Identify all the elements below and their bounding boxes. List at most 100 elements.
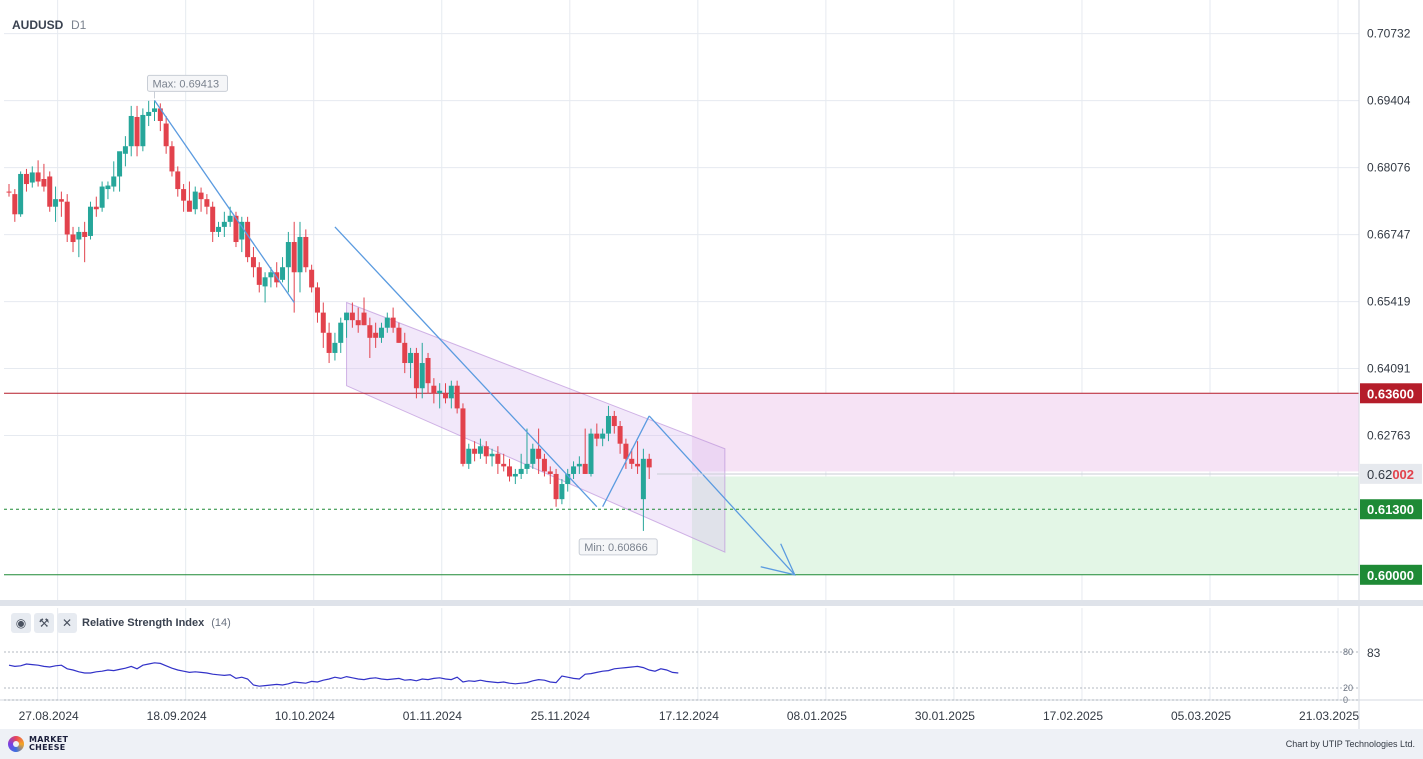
- candle-body: [512, 473, 518, 477]
- price-chart[interactable]: 0.70732 0.69404 0.68076 0.66747 0.65419 0.640…: [0, 0, 1423, 729]
- candle: [99, 181, 105, 212]
- candle-body: [571, 466, 577, 474]
- candle: [122, 136, 128, 167]
- candle-body: [163, 123, 169, 147]
- candle: [285, 231, 291, 293]
- candle: [140, 108, 146, 152]
- price-tag-current-label: 0.62002: [1367, 467, 1414, 482]
- candle: [367, 317, 373, 358]
- candle: [501, 453, 507, 472]
- candle-body: [47, 176, 53, 207]
- x-tick-label: 08.01.2025: [787, 709, 847, 723]
- candle-body: [547, 471, 553, 474]
- candle: [35, 160, 41, 187]
- candle: [361, 297, 367, 326]
- candle: [105, 181, 111, 200]
- candle: [425, 352, 431, 394]
- candle-body: [93, 206, 99, 210]
- min-annotation: Min: 0.60866: [584, 542, 648, 554]
- x-tick-label: 25.11.2024: [531, 709, 590, 723]
- x-tick-label: 17.12.2024: [659, 709, 719, 723]
- rsi-indicator-name: Relative Strength Index: [82, 617, 205, 629]
- max-annotation: Max: 0.69413: [153, 78, 220, 90]
- price-tag-label: 0.61300: [1367, 502, 1414, 517]
- candle-body: [594, 433, 600, 439]
- candle-body: [646, 458, 652, 468]
- candle: [373, 322, 379, 348]
- y-tick-label: 0.62763: [1367, 428, 1411, 442]
- candle-body: [483, 446, 489, 457]
- brand-logo-icon: [8, 736, 24, 752]
- x-tick-label: 17.02.2025: [1043, 709, 1103, 723]
- rsi-level-label: 20: [1343, 683, 1353, 693]
- candle-body: [256, 267, 262, 285]
- candle: [332, 332, 338, 361]
- candle: [18, 171, 24, 217]
- candle: [82, 221, 88, 263]
- candle: [640, 448, 646, 531]
- candle: [390, 307, 396, 333]
- candle-body: [122, 146, 128, 154]
- candle: [646, 453, 652, 479]
- max-annotation-box: [147, 74, 228, 92]
- close-icon[interactable]: ✕: [57, 613, 77, 633]
- candle: [309, 264, 315, 293]
- candle-body: [541, 458, 547, 472]
- x-tick-label: 30.01.2025: [915, 709, 975, 723]
- candle-body: [285, 242, 291, 268]
- rsi-current-value: 83: [1367, 646, 1381, 660]
- candle: [163, 115, 169, 154]
- candle-body: [268, 272, 274, 278]
- candle: [47, 171, 53, 212]
- candle-body: [373, 332, 379, 338]
- candle: [559, 478, 565, 505]
- candle: [291, 221, 297, 313]
- rsi-toolbar: ◉ ⚒ ✕ Relative Strength Index (14): [11, 613, 231, 633]
- candle-body: [117, 151, 123, 177]
- candle: [565, 468, 571, 492]
- candle: [192, 186, 198, 215]
- candle-body: [605, 415, 611, 434]
- candle-body: [280, 267, 286, 280]
- wrench-icon[interactable]: ⚒: [34, 613, 54, 633]
- candle: [431, 378, 437, 404]
- candle: [41, 163, 47, 192]
- candle: [76, 226, 82, 258]
- candle: [93, 196, 99, 217]
- candle-body: [443, 393, 448, 399]
- brand-logo-line-2: CHEESE: [29, 743, 66, 752]
- candle-body: [617, 426, 623, 444]
- footer-bar: MARKET CHEESE Chart by UTIP Technologies…: [0, 729, 1423, 759]
- candle: [396, 322, 402, 343]
- candle-body: [29, 172, 35, 183]
- candle: [245, 216, 251, 263]
- candle: [233, 211, 239, 248]
- candle: [23, 168, 29, 192]
- candle-body: [367, 325, 373, 338]
- candle-body: [477, 446, 483, 454]
- candle: [53, 186, 59, 222]
- candle: [477, 438, 483, 459]
- candle-body: [495, 453, 501, 464]
- min-annotation-box: [578, 538, 658, 556]
- candle-body: [99, 186, 105, 208]
- candle-body: [600, 433, 606, 439]
- candle-body: [221, 221, 227, 227]
- candle: [547, 466, 553, 485]
- candle: [262, 272, 268, 303]
- candle-body: [507, 466, 513, 477]
- trend-line: [648, 415, 796, 576]
- price-tag: [1360, 564, 1422, 585]
- eye-icon[interactable]: ◉: [11, 613, 31, 633]
- candle-body: [181, 189, 187, 201]
- candle: [175, 166, 181, 197]
- candle-body: [501, 463, 507, 467]
- candle-body: [454, 385, 460, 409]
- candle: [437, 383, 443, 409]
- candle-body: [250, 257, 256, 268]
- panel-separator: [0, 600, 1423, 606]
- candle: [297, 221, 303, 293]
- candle: [314, 282, 320, 323]
- candle: [70, 226, 76, 253]
